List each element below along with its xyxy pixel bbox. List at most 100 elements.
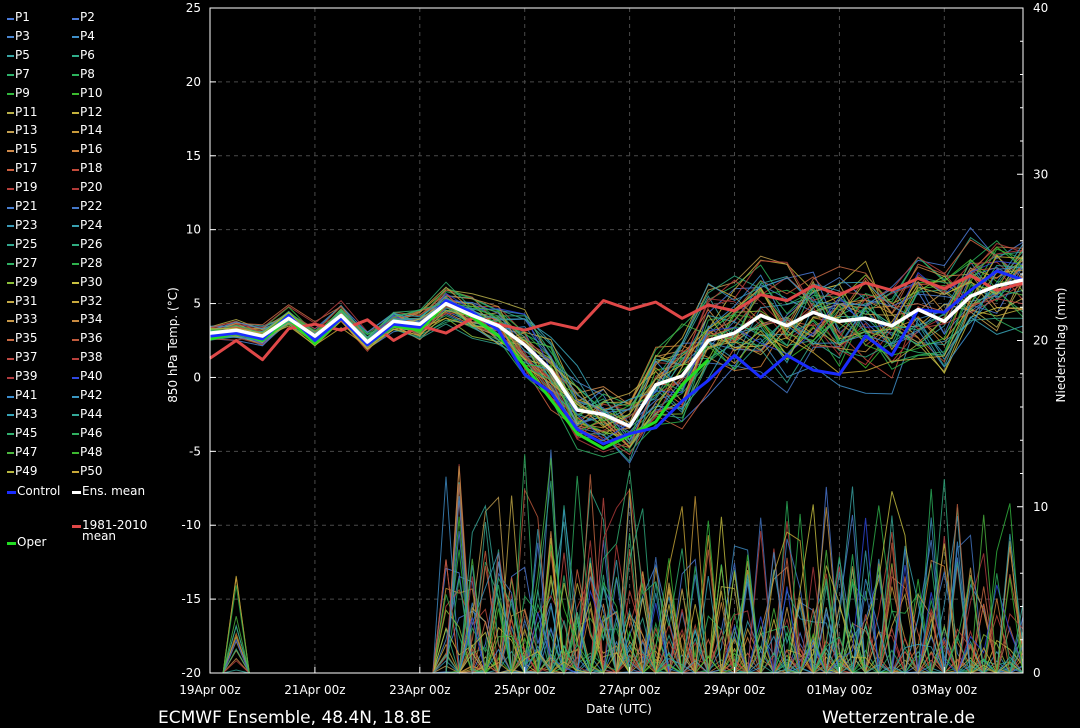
legend-label: P20: [80, 180, 103, 195]
x-axis-label: Date (UTC): [586, 702, 652, 716]
legend-swatch: [72, 17, 79, 20]
legend-label: P39: [15, 369, 38, 384]
legend-swatch: [72, 225, 79, 228]
legend-swatch: [72, 187, 79, 190]
legend-swatch: [72, 36, 79, 39]
legend-label: P27: [15, 255, 38, 270]
member-temp-line: [209, 269, 1024, 424]
legend-label: P44: [80, 406, 103, 421]
legend-swatch: [72, 112, 79, 114]
legend-swatch: [7, 452, 14, 455]
legend-item: P10: [72, 85, 103, 101]
legend-label: P5: [15, 47, 30, 62]
legend-label: P3: [15, 28, 30, 43]
legend-item: P24: [72, 217, 103, 233]
legend-swatch: [72, 471, 79, 474]
legend-item: P31: [7, 295, 38, 309]
legend-item: P26: [72, 238, 103, 252]
member-temp-line: [209, 258, 1024, 458]
legend-item: P33: [7, 312, 38, 327]
legend-item: P9: [7, 87, 30, 101]
y2-axis-label: Niederschlag (mm): [1054, 288, 1068, 403]
legend-swatch: [72, 525, 81, 528]
legend-item: P18: [72, 161, 103, 176]
legend-item: P34: [72, 312, 103, 327]
legend-swatch: [72, 55, 79, 58]
legend-swatch: [7, 357, 14, 360]
legend-swatch: [72, 282, 79, 285]
legend-label: P35: [15, 331, 38, 346]
legend-swatch: [72, 74, 79, 77]
legend-swatch: [7, 130, 14, 133]
legend-item: P45: [7, 427, 38, 441]
axes: -20 -15 -10 -5 0 5 10 15 20 25 0 10 20 30 40 19Apr 00z 2…: [179, 1, 1048, 697]
legend-label: P41: [15, 388, 38, 402]
legend-swatch: [72, 301, 79, 303]
y-tick-label: 0: [193, 370, 201, 384]
y-axis-label: 850 hPa Temp. (°C): [166, 287, 180, 403]
legend-swatch: [72, 376, 79, 379]
legend-swatch: [72, 395, 79, 398]
legend-swatch: [7, 93, 14, 96]
legend-item: Control: [7, 485, 60, 499]
legend-label: P15: [15, 142, 38, 157]
x-tick-label: 29Apr 00z: [704, 683, 765, 697]
legend-item: P3: [7, 28, 30, 44]
footer-source: Wetterzentrale.de: [822, 708, 976, 728]
y2-tick-label: 30: [1033, 167, 1048, 181]
legend-label: P33: [15, 312, 38, 327]
legend-swatch: [7, 491, 16, 494]
legend-swatch: [72, 168, 79, 171]
legend-item: P48: [72, 444, 103, 460]
legend-item: P38: [72, 351, 103, 365]
legend-label: P2: [80, 10, 95, 24]
x-tick-label: 01May 00z: [807, 683, 872, 697]
legend-label: P10: [80, 85, 103, 100]
y-tick-label: 5: [193, 297, 201, 311]
legend-swatch: [7, 301, 14, 303]
legend-label: P24: [80, 217, 103, 232]
legend-item: P14: [72, 124, 103, 138]
legend-item: P11: [7, 106, 38, 120]
legend-label: Oper: [17, 535, 47, 549]
legend-item: P7: [7, 66, 30, 82]
legend-item: P27: [7, 255, 38, 271]
legend-swatch: [7, 282, 14, 285]
y2-tick-label: 40: [1033, 1, 1048, 15]
legend-swatch: [7, 376, 14, 379]
legend-item: P29: [7, 274, 38, 290]
footer-model-info: ECMWF Ensemble, 48.4N, 18.8E: [158, 708, 432, 728]
legend-swatch: [7, 542, 16, 545]
legend-label: P48: [80, 444, 103, 459]
legend-swatch: [72, 263, 79, 266]
legend-swatch: [7, 414, 14, 417]
legend-label: P29: [15, 274, 38, 289]
legend-item: P21: [7, 200, 38, 214]
legend-swatch: [7, 187, 14, 190]
legend-label: P34: [80, 312, 103, 327]
legend-label: P37: [15, 350, 38, 365]
legend-item: Ens. mean: [72, 485, 145, 499]
legend-label: P23: [15, 217, 38, 232]
legend-item: P46: [72, 425, 103, 441]
legend-item: P1: [7, 10, 30, 25]
legend-label: P7: [15, 66, 30, 81]
y-tick-label: -10: [181, 518, 201, 532]
legend-item: P37: [7, 350, 38, 365]
legend-item: P19: [7, 181, 38, 195]
legend-item: P25: [7, 238, 38, 252]
legend-item: P6: [72, 49, 95, 63]
legend-label: P46: [80, 425, 103, 440]
x-tick-label: 21Apr 00z: [284, 683, 345, 697]
member-temp-line: [209, 258, 1024, 422]
legend-item: P5: [7, 47, 30, 63]
legend-label: P40: [80, 369, 103, 384]
legend-label: P17: [15, 161, 38, 176]
legend-label: P18: [80, 161, 103, 176]
legend-label: P1: [15, 10, 30, 24]
legend-label: P43: [15, 406, 38, 421]
legend-item: P16: [72, 143, 103, 157]
y-tick-label: 10: [186, 223, 201, 237]
legend-label: P32: [80, 293, 103, 308]
